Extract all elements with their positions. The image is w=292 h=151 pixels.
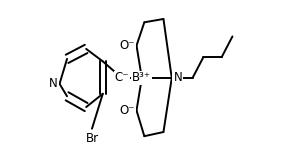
Text: C⁻: C⁻ <box>115 71 129 85</box>
Text: O⁻: O⁻ <box>119 104 135 117</box>
Text: O⁻: O⁻ <box>119 39 135 52</box>
Text: N: N <box>49 77 58 90</box>
Text: N: N <box>173 71 182 85</box>
Text: B³⁺: B³⁺ <box>132 71 151 85</box>
Text: Br: Br <box>86 132 98 145</box>
